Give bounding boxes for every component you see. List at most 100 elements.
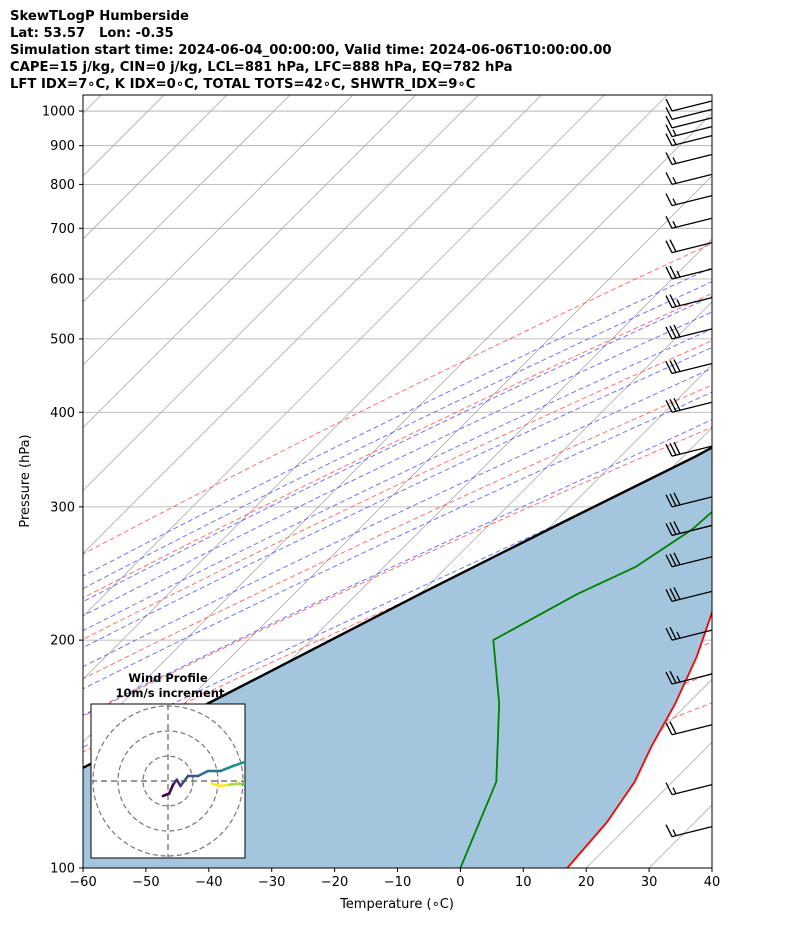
wind-barb	[665, 587, 713, 603]
dry-adiabat	[83, 242, 712, 555]
x-tick-label: 20	[578, 875, 595, 890]
x-tick-label: 40	[704, 875, 721, 890]
temperature-line	[566, 609, 712, 868]
chart-title: SkewTLogP Humberside	[10, 9, 190, 24]
inset-ring	[117, 730, 219, 832]
hodograph-segment	[241, 782, 245, 787]
inset-subtitle: 10m/s increment	[116, 686, 225, 700]
moist-adiabat	[83, 391, 712, 690]
hodograph-segment	[210, 782, 221, 788]
sounding-lines	[83, 446, 712, 868]
wind-barb	[665, 441, 713, 457]
wind-barb	[665, 670, 713, 685]
isotherm-line	[83, 95, 416, 429]
inset-title: Wind Profile	[128, 671, 208, 685]
moist-adiabat	[83, 311, 712, 617]
wind-barbs	[665, 98, 713, 838]
isotherm-line	[83, 95, 102, 114]
y-tick-label: 200	[50, 634, 75, 649]
wind-barb	[665, 239, 713, 254]
y-tick-label: 100	[50, 862, 75, 877]
wind-profile-inset: Wind Profile 10m/s increment	[90, 671, 246, 859]
wind-barb	[665, 782, 713, 796]
cape-info-line: CAPE=15 j/kg, CIN=0 j/kg, LCL=881 hPa, L…	[10, 60, 513, 75]
dry-adiabat	[83, 340, 712, 640]
simulation-time-line: Simulation start time: 2024-06-04_00:00:…	[10, 43, 612, 58]
isotherm-line	[83, 95, 542, 555]
hodograph-segment	[219, 764, 235, 773]
wind-barb	[665, 152, 713, 166]
moist-adiabat	[83, 419, 712, 716]
location-line: Lat: 53.57 Lon: -0.35	[10, 26, 174, 41]
x-tick-label: −50	[132, 875, 159, 890]
wind-barb	[665, 265, 713, 280]
x-tick-label: −40	[195, 875, 222, 890]
wind-barb	[665, 107, 713, 120]
wind-barb	[665, 521, 713, 537]
dewpoint-line	[459, 510, 712, 868]
y-tick-label: 400	[50, 406, 75, 421]
moist-adiabat	[83, 367, 712, 668]
wind-barb	[665, 133, 713, 147]
dry-adiabat	[83, 426, 712, 717]
moist-adiabat	[83, 450, 712, 748]
y-tick-label: 800	[50, 178, 75, 193]
isotherm-line	[83, 95, 228, 240]
y-tick-label: 300	[50, 500, 75, 515]
wind-barb	[665, 124, 713, 138]
moist-adiabat	[83, 281, 712, 590]
hodograph-segment	[161, 792, 171, 798]
wind-barb	[665, 397, 713, 413]
hodograph-segment	[217, 783, 231, 788]
wind-barb	[665, 721, 713, 736]
isotherm-line	[711, 867, 712, 868]
isotherm-line	[83, 112, 712, 743]
isotherm-line	[83, 95, 354, 366]
axes: −60 −50 −40 −30 −20 −10 0 10 20 30 40 1000 900 800 700…	[42, 105, 720, 890]
y-tick-label: 500	[50, 332, 75, 347]
isotherm-line	[83, 95, 605, 617]
wind-barb	[665, 294, 713, 309]
moist-adiabat	[83, 328, 712, 632]
y-tick-label: 1000	[42, 105, 75, 120]
indices-line: LFT IDX=7∘C, K IDX=0∘C, TOTAL TOTS=42∘C,…	[10, 77, 476, 92]
isotherm-line	[83, 95, 668, 680]
isotherm-line	[83, 95, 291, 303]
hodograph-segment	[167, 783, 175, 795]
hodograph-segment	[227, 782, 241, 787]
wind-barb	[665, 98, 713, 112]
moist-adiabat	[83, 346, 712, 649]
wind-barb	[665, 552, 713, 568]
x-tick-label: 10	[515, 875, 532, 890]
dry-adiabat	[83, 384, 712, 680]
x-tick-label: 30	[641, 875, 658, 890]
y-tick-label: 700	[50, 222, 75, 237]
wind-barb	[665, 324, 713, 340]
x-tick-label: −20	[321, 875, 348, 890]
x-tick-label: −60	[69, 875, 96, 890]
isotherm-line	[83, 95, 479, 492]
moist-adiabat	[83, 295, 712, 603]
x-tick-label: −30	[258, 875, 285, 890]
wind-barb	[665, 115, 713, 129]
hodograph-segment	[196, 769, 210, 778]
parcel-line	[83, 446, 712, 770]
hodograph-segment	[231, 760, 245, 768]
isotherm-line	[775, 95, 794, 868]
x-tick-label: −10	[384, 875, 411, 890]
moist-adiabat	[83, 267, 712, 577]
x-tick-label: 0	[456, 875, 464, 890]
y-axis-label: Pressure (hPa)	[18, 434, 33, 527]
wind-barb	[665, 626, 713, 641]
wind-barb	[665, 359, 713, 375]
y-tick-label: 600	[50, 272, 75, 287]
wind-barb	[665, 193, 713, 207]
wind-barb	[665, 172, 713, 186]
pressure-grid	[83, 110, 712, 868]
wind-barb	[665, 824, 713, 838]
hodograph-segment	[179, 774, 190, 788]
x-axis-label: Temperature (∘C)	[339, 897, 454, 912]
wind-barb	[665, 492, 713, 508]
wind-barb	[665, 216, 713, 229]
